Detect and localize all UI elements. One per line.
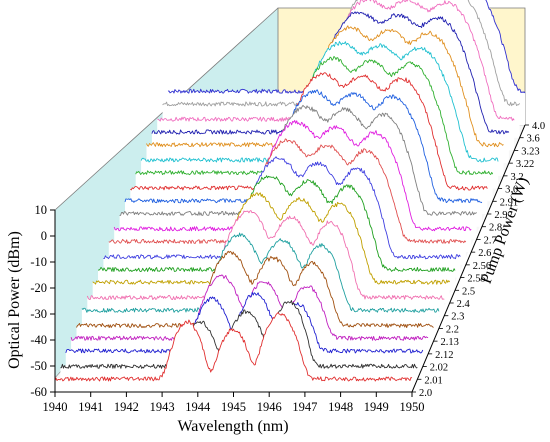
pump-power-label: 2.4 [457,299,471,310]
pump-power-label: 2.8 [489,223,502,234]
pump-power-label: 2.13 [441,337,459,348]
pump-power-label: 2.5 [462,286,475,297]
z-tick-group: 2.0 2.012.02 2.12 2.13 2.22.3 2.4 2.52.55 2.56 2… [412,121,545,399]
spectrum-trace [98,175,456,273]
x-tick-label: 1950 [400,400,425,414]
y-tick-label: 0 [41,229,47,243]
pump-power-label: 2.6 [478,248,491,259]
spectrum-trace [124,89,483,204]
spectrum-trace [65,291,424,354]
pump-power-label: 3.23 [521,146,539,157]
x-tick-label: 1940 [43,400,68,414]
y-tick-label: -40 [30,333,47,347]
spectrum-trace [135,55,494,176]
y-tick-label: -60 [30,385,47,399]
y-tick-label: -50 [30,359,47,373]
x-tick-label: 1944 [185,400,211,414]
pump-power-label: 4.0 [532,121,545,132]
pump-power-label: 3.0 [505,185,518,196]
y-tick-group: -60 -50 -40 -30 -20 -10 0 10 [30,203,55,399]
x-tick-label: 1946 [257,400,282,414]
pump-power-label: 2.9 [494,210,507,221]
pump-power-label: 3.2 [510,172,523,183]
x-tick-group: 1940 1941 1942 1943 1944 1945 1946 1947 1948 1949… [43,392,425,414]
x-axis-title: Wavelength (nm) [177,418,288,435]
spectrum-trace [81,232,440,313]
pump-power-label: 2.91 [500,197,518,208]
x-tick-label: 1943 [150,400,175,414]
y-tick-label: -30 [30,307,47,321]
spectrum-trace [92,192,451,285]
spectrum-trace [86,210,445,300]
x-tick-label: 1941 [78,400,103,414]
x-tick-label: 1947 [292,400,317,414]
x-tick-label: 1948 [328,400,353,414]
spectrum-trace [108,138,467,244]
pump-power-label: 2.01 [424,375,442,386]
spectrum-trace [76,250,434,329]
spectrum-trace [103,156,461,260]
x-tick-label: 1942 [114,400,139,414]
pump-power-label: 3.6 [527,134,540,145]
pump-power-label: 2.2 [446,324,459,335]
pump-power-label: 2.0 [419,388,432,399]
spectrum-trace [60,300,418,369]
pump-power-label: 2.55 [467,274,485,285]
spectrum-trace [140,41,499,163]
pump-power-label: 2.12 [435,350,453,361]
pump-power-label: 3.22 [516,159,534,170]
pump-power-label: 2.02 [430,363,448,374]
pump-power-label: 2.56 [473,261,491,272]
trace-mask [55,312,412,392]
trace-layer [54,0,526,392]
y-tick-label: -20 [30,281,47,295]
spectrum-trace [54,312,413,382]
pump-power-label: 2.7 [484,235,497,246]
y-tick-label: 10 [35,203,48,217]
spectrum-trace [113,119,472,232]
x-tick-label: 1945 [221,400,246,414]
pump-power-label: 2.3 [451,312,464,323]
y-tick-label: -10 [30,255,47,269]
spectrum-trace [119,104,477,216]
y-axis-title: Optical Power (dBm) [6,231,23,369]
spectrum-trace [130,72,488,191]
x-tick-label: 1949 [364,400,389,414]
z-axis-line [411,124,526,393]
